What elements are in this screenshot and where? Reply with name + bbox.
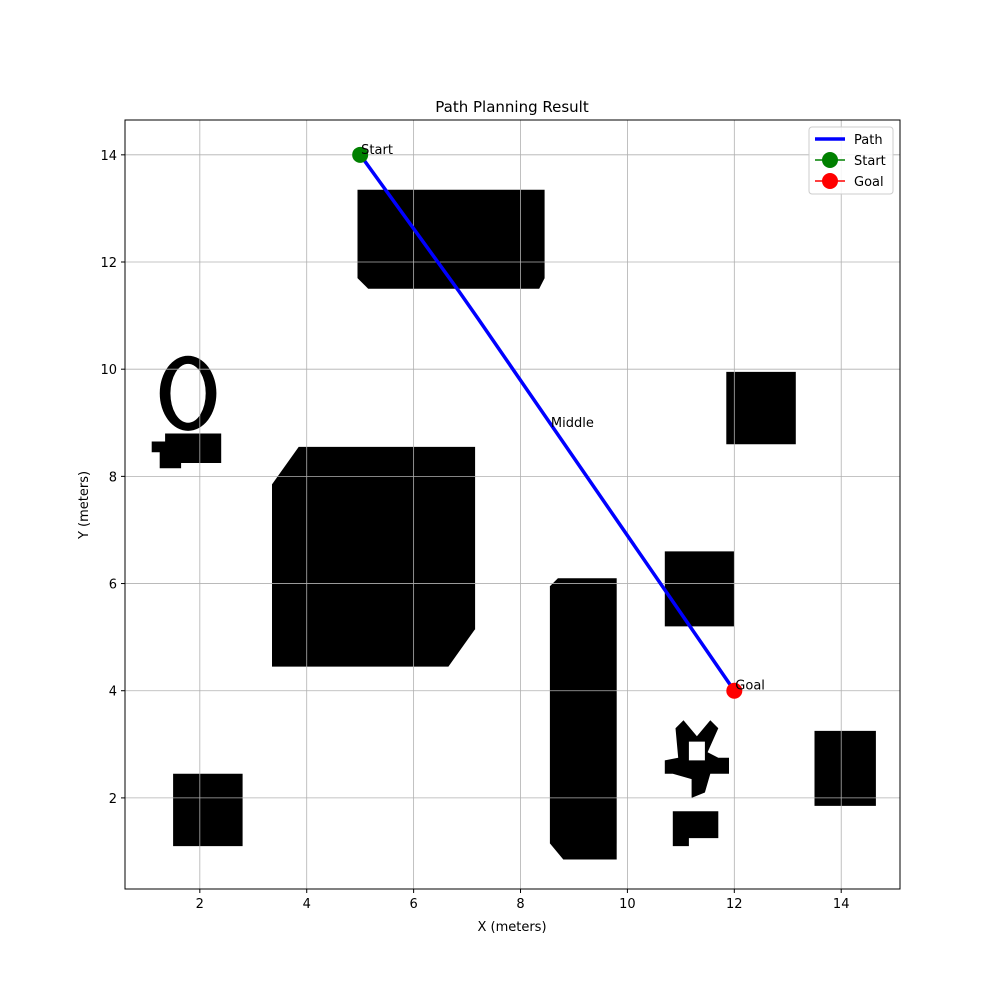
y-tick-label: 8 [109, 470, 117, 485]
x-axis-label: X (meters) [477, 920, 546, 935]
obstacle-tall-block [549, 578, 617, 860]
x-tick-label: 10 [619, 897, 636, 912]
annotation-middle: Middle [551, 416, 594, 431]
annotation-start: Start [361, 143, 393, 158]
path-layer [358, 153, 737, 693]
y-tick-label: 10 [100, 363, 117, 378]
plot-frame [124, 119, 901, 890]
legend-label-path: Path [854, 133, 883, 148]
grid-lines [125, 120, 900, 889]
path-line [358, 153, 737, 693]
y-axis-label: Y (meters) [77, 471, 92, 540]
goal-marker [726, 682, 743, 699]
x-tick-label: 4 [303, 897, 311, 912]
x-tick-label: 6 [409, 897, 417, 912]
obstacle-large-block [272, 446, 476, 667]
obstacle-star-hole [688, 741, 705, 761]
obstacle-middle-right-square [664, 551, 735, 627]
legend-label-goal: Goal [854, 175, 884, 190]
obstacle-small-bar-bottom [672, 811, 719, 847]
legend-marker-goal [822, 173, 838, 189]
y-tick-label: 2 [109, 792, 117, 807]
x-tick-label: 14 [833, 897, 850, 912]
annotations-layer: Start Goal Middle [361, 143, 765, 694]
x-tick-label: 2 [196, 897, 204, 912]
markers-layer [352, 146, 743, 699]
start-marker [352, 146, 369, 163]
obstacle-right-upper-square [726, 371, 796, 445]
obstacle-ring-hole [170, 363, 206, 423]
obstacle-right-lower-square [814, 730, 876, 806]
x-tick-label: 8 [516, 897, 524, 912]
chart-title: Path Planning Result [435, 98, 589, 116]
obstacle-bottom-left-square [173, 773, 243, 847]
annotation-goal: Goal [735, 679, 765, 694]
x-tick-label: 12 [726, 897, 743, 912]
y-tick-label: 14 [100, 149, 117, 164]
legend: Path Start Goal [808, 126, 894, 195]
axis-ticks: 2 4 6 8 10 12 14 2 4 6 8 10 12 14 [100, 149, 849, 912]
obstacle-small-bar-left [151, 433, 222, 469]
obstacles-layer [151, 189, 876, 860]
y-tick-label: 6 [109, 578, 117, 593]
obstacle-top-rectangle [357, 189, 545, 289]
y-tick-label: 12 [100, 256, 117, 271]
y-tick-label: 4 [109, 685, 117, 700]
legend-label-start: Start [854, 154, 886, 169]
legend-marker-start [822, 152, 838, 168]
